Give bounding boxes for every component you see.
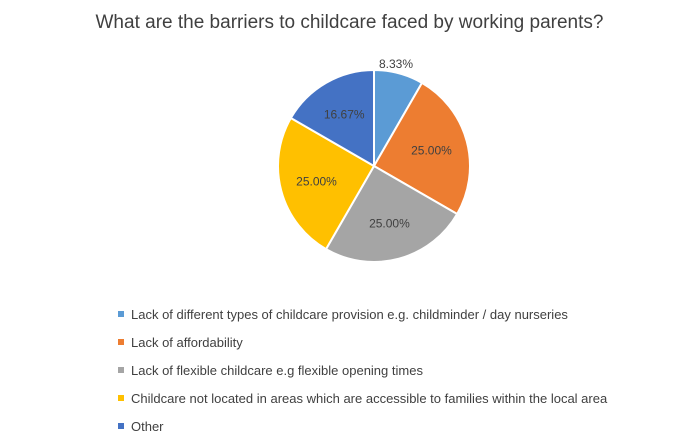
slice-flexible — [324, 164, 459, 263]
data-label: 8.33% — [379, 57, 413, 71]
chart-legend: Lack of different types of childcare pro… — [118, 300, 607, 440]
legend-swatch — [118, 395, 124, 401]
legend-item: Lack of affordability — [118, 328, 607, 356]
legend-swatch — [118, 311, 124, 317]
slice-affordability — [372, 81, 471, 216]
data-label: 25.00% — [411, 144, 452, 158]
legend-swatch — [118, 339, 124, 345]
data-label: 16.67% — [324, 107, 365, 121]
data-label: 25.00% — [296, 174, 337, 188]
legend-label: Childcare not located in areas which are… — [131, 390, 608, 406]
legend-item: Other — [118, 412, 607, 440]
chart-title: What are the barriers to childcare faced… — [95, 12, 604, 33]
legend-label: Other — [131, 418, 164, 434]
legend-label: Lack of different types of childcare pro… — [131, 306, 568, 322]
legend-item: Childcare not located in areas which are… — [118, 384, 607, 412]
slice-location — [277, 116, 376, 251]
slice-other — [289, 68, 375, 168]
legend-swatch — [118, 367, 124, 373]
legend-swatch — [118, 423, 124, 429]
legend-item: Lack of different types of childcare pro… — [118, 300, 607, 328]
legend-label: Lack of flexible childcare e.g flexible … — [131, 362, 423, 378]
data-label: 25.00% — [369, 216, 410, 230]
legend-label: Lack of affordability — [131, 334, 243, 350]
legend-item: Lack of flexible childcare e.g flexible … — [118, 356, 607, 384]
